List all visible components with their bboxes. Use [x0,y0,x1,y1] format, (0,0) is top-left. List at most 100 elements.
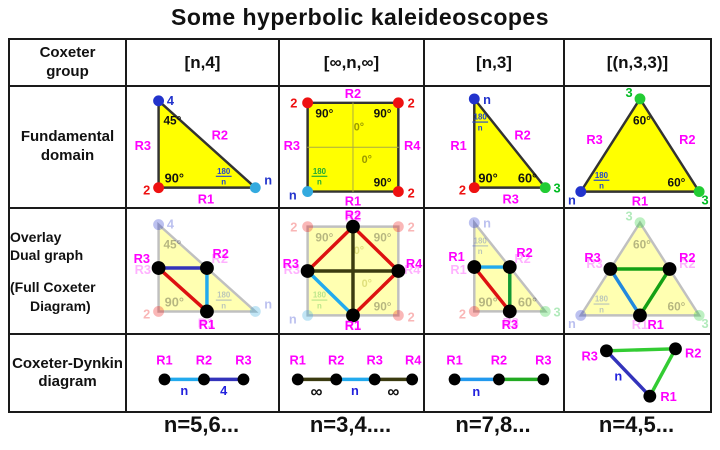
overlay-dual-graph-n33-diagram: 60° 60° 180 n R3 R2 R1 3 n 3 R3 R2 R1 [568,209,709,332]
vertex-label: 4 [167,217,175,232]
node-label: R2 [679,251,695,266]
vertex-dot-3 [634,93,646,105]
vertex-dot-n [575,310,587,322]
dynkin-cell-n4: R1 R2 R3 n 4 [125,333,280,414]
node-label: R3 [535,353,551,368]
column-header-n33: [(n,3,3)] [563,38,712,87]
coxeter-dynkin-n4-diagram: R1 R2 R3 n 4 [156,353,251,399]
n-values-n33: n=4,5... [598,412,675,437]
edge-label: R1 [345,318,361,333]
edge-order-label: n [351,384,359,399]
column-header-n3: [n,3] [423,38,565,87]
row-label-line: Dual graph [10,247,84,264]
edge-label: R1 [345,193,361,207]
fundamental-triangle [157,98,259,189]
vertex-label: 2 [408,96,415,111]
page-title: Some hyperbolic kaleideoscopes [170,4,550,30]
node-label: R2 [213,247,229,262]
vertex-dot-2 [153,306,165,318]
dual-edge [608,267,642,318]
angle-label-180-over-n: 180 n [593,295,610,315]
vertex-dot-2 [468,182,480,194]
coxeter-dynkin-row: Coxeter-Dynkin diagram R1 R2 R3 n 4 R1 R2 R3 R4… [8,333,712,414]
kaleidoscope-table: Coxeter group [n,4] [∞,n,∞] [n,3] [(n,3,… [8,38,712,414]
node-label: R1 [448,250,464,265]
node-label: R2 [685,346,701,361]
row-label-fundamental-domain: Fundamental domain [8,84,127,210]
dual-edge [472,265,512,314]
node-R2 [662,262,677,277]
overlay-dual-graph-row: Overlay Dual graph (Full Coxeter Diagram… [8,207,712,336]
edge-label: R2 [212,127,228,142]
angle-label: 45° [163,113,181,127]
overlay-cell-n33: 60° 60° 180 n R3 R2 R1 3 n 3 R3 R2 R1 [563,207,712,336]
node-R1 [643,390,657,403]
n-values-n4: n=5,6... [163,412,240,437]
row-label-line: Coxeter-Dynkin [12,354,123,372]
angle-label: 90° [374,176,392,190]
vertex-dot-n [575,186,587,198]
angle-label: 60° [518,295,537,310]
header-row: Coxeter group [n,4] [∞,n,∞] [n,3] [(n,3,… [8,38,712,87]
vertex-label: 3 [701,317,708,332]
fundamental-domain-cell-n4: 45° 90° 180 n R3 R2 R1 4 2 n [125,84,280,210]
vertex-dot-2 [392,221,404,233]
node-label: R3 [502,318,518,333]
node-label: R1 [156,353,172,368]
node-R1 [158,373,171,386]
vertex-dot-2 [392,310,404,322]
edge-order-label: n [180,384,188,399]
row-label-line: diagram [38,373,97,391]
edge-order-label: n [614,369,622,384]
vertex-label: 2 [408,185,415,200]
node-label: R4 [406,256,423,271]
node-R1 [633,308,647,323]
svg-text:180: 180 [474,237,488,246]
vertex-dot-n [302,310,314,322]
vertex-label: n [289,312,297,327]
angle-label: 0° [354,246,364,258]
dual-edge [638,267,672,318]
edge-order-label: ∞ [311,383,323,402]
dynkin-cell-n33: R3 R2 R1 n [563,333,712,414]
dynkin-cell-inf-n-inf: R1 R2 R3 R4 ∞ n ∞ [278,333,425,414]
node-R3 [603,262,618,277]
node-label: R3 [366,353,382,368]
angle-label: 45° [163,238,181,252]
vertex-label: 2 [459,183,466,198]
vertex-label: 2 [290,96,297,111]
svg-text:n: n [599,306,604,315]
row-label-line: Diagram) [30,297,91,314]
svg-text:n: n [221,178,226,187]
node-R2 [669,342,682,356]
angle-label: 90° [315,231,333,245]
node-R4 [406,373,419,386]
svg-text:180: 180 [595,295,609,304]
vertex-dot-2 [302,97,314,109]
n-values-n3: n=7,8... [455,412,531,437]
spacer [8,412,125,438]
angle-label: 90° [165,171,184,186]
angle-label: 0° [354,121,364,133]
node-label: R1 [345,319,361,334]
vertex-dot-n [468,93,480,105]
node-label: R2 [516,246,532,261]
edge-order-label: n [472,385,480,400]
vertex-label: 3 [626,87,633,100]
vertex-dot-2 [392,186,404,197]
overlay-cell-n3: 180 n 90° 60° R1 R2 R3 n 2 3 R1 R2 R3 [423,207,565,336]
dual-edge [351,225,401,274]
corner-header-line1: Coxeter [39,43,96,61]
spacer [10,264,125,278]
vertex-label: n [568,317,576,332]
edge-label: R1 [632,193,648,207]
vertex-dot-n [468,217,480,229]
node-label: R3 [581,349,597,364]
